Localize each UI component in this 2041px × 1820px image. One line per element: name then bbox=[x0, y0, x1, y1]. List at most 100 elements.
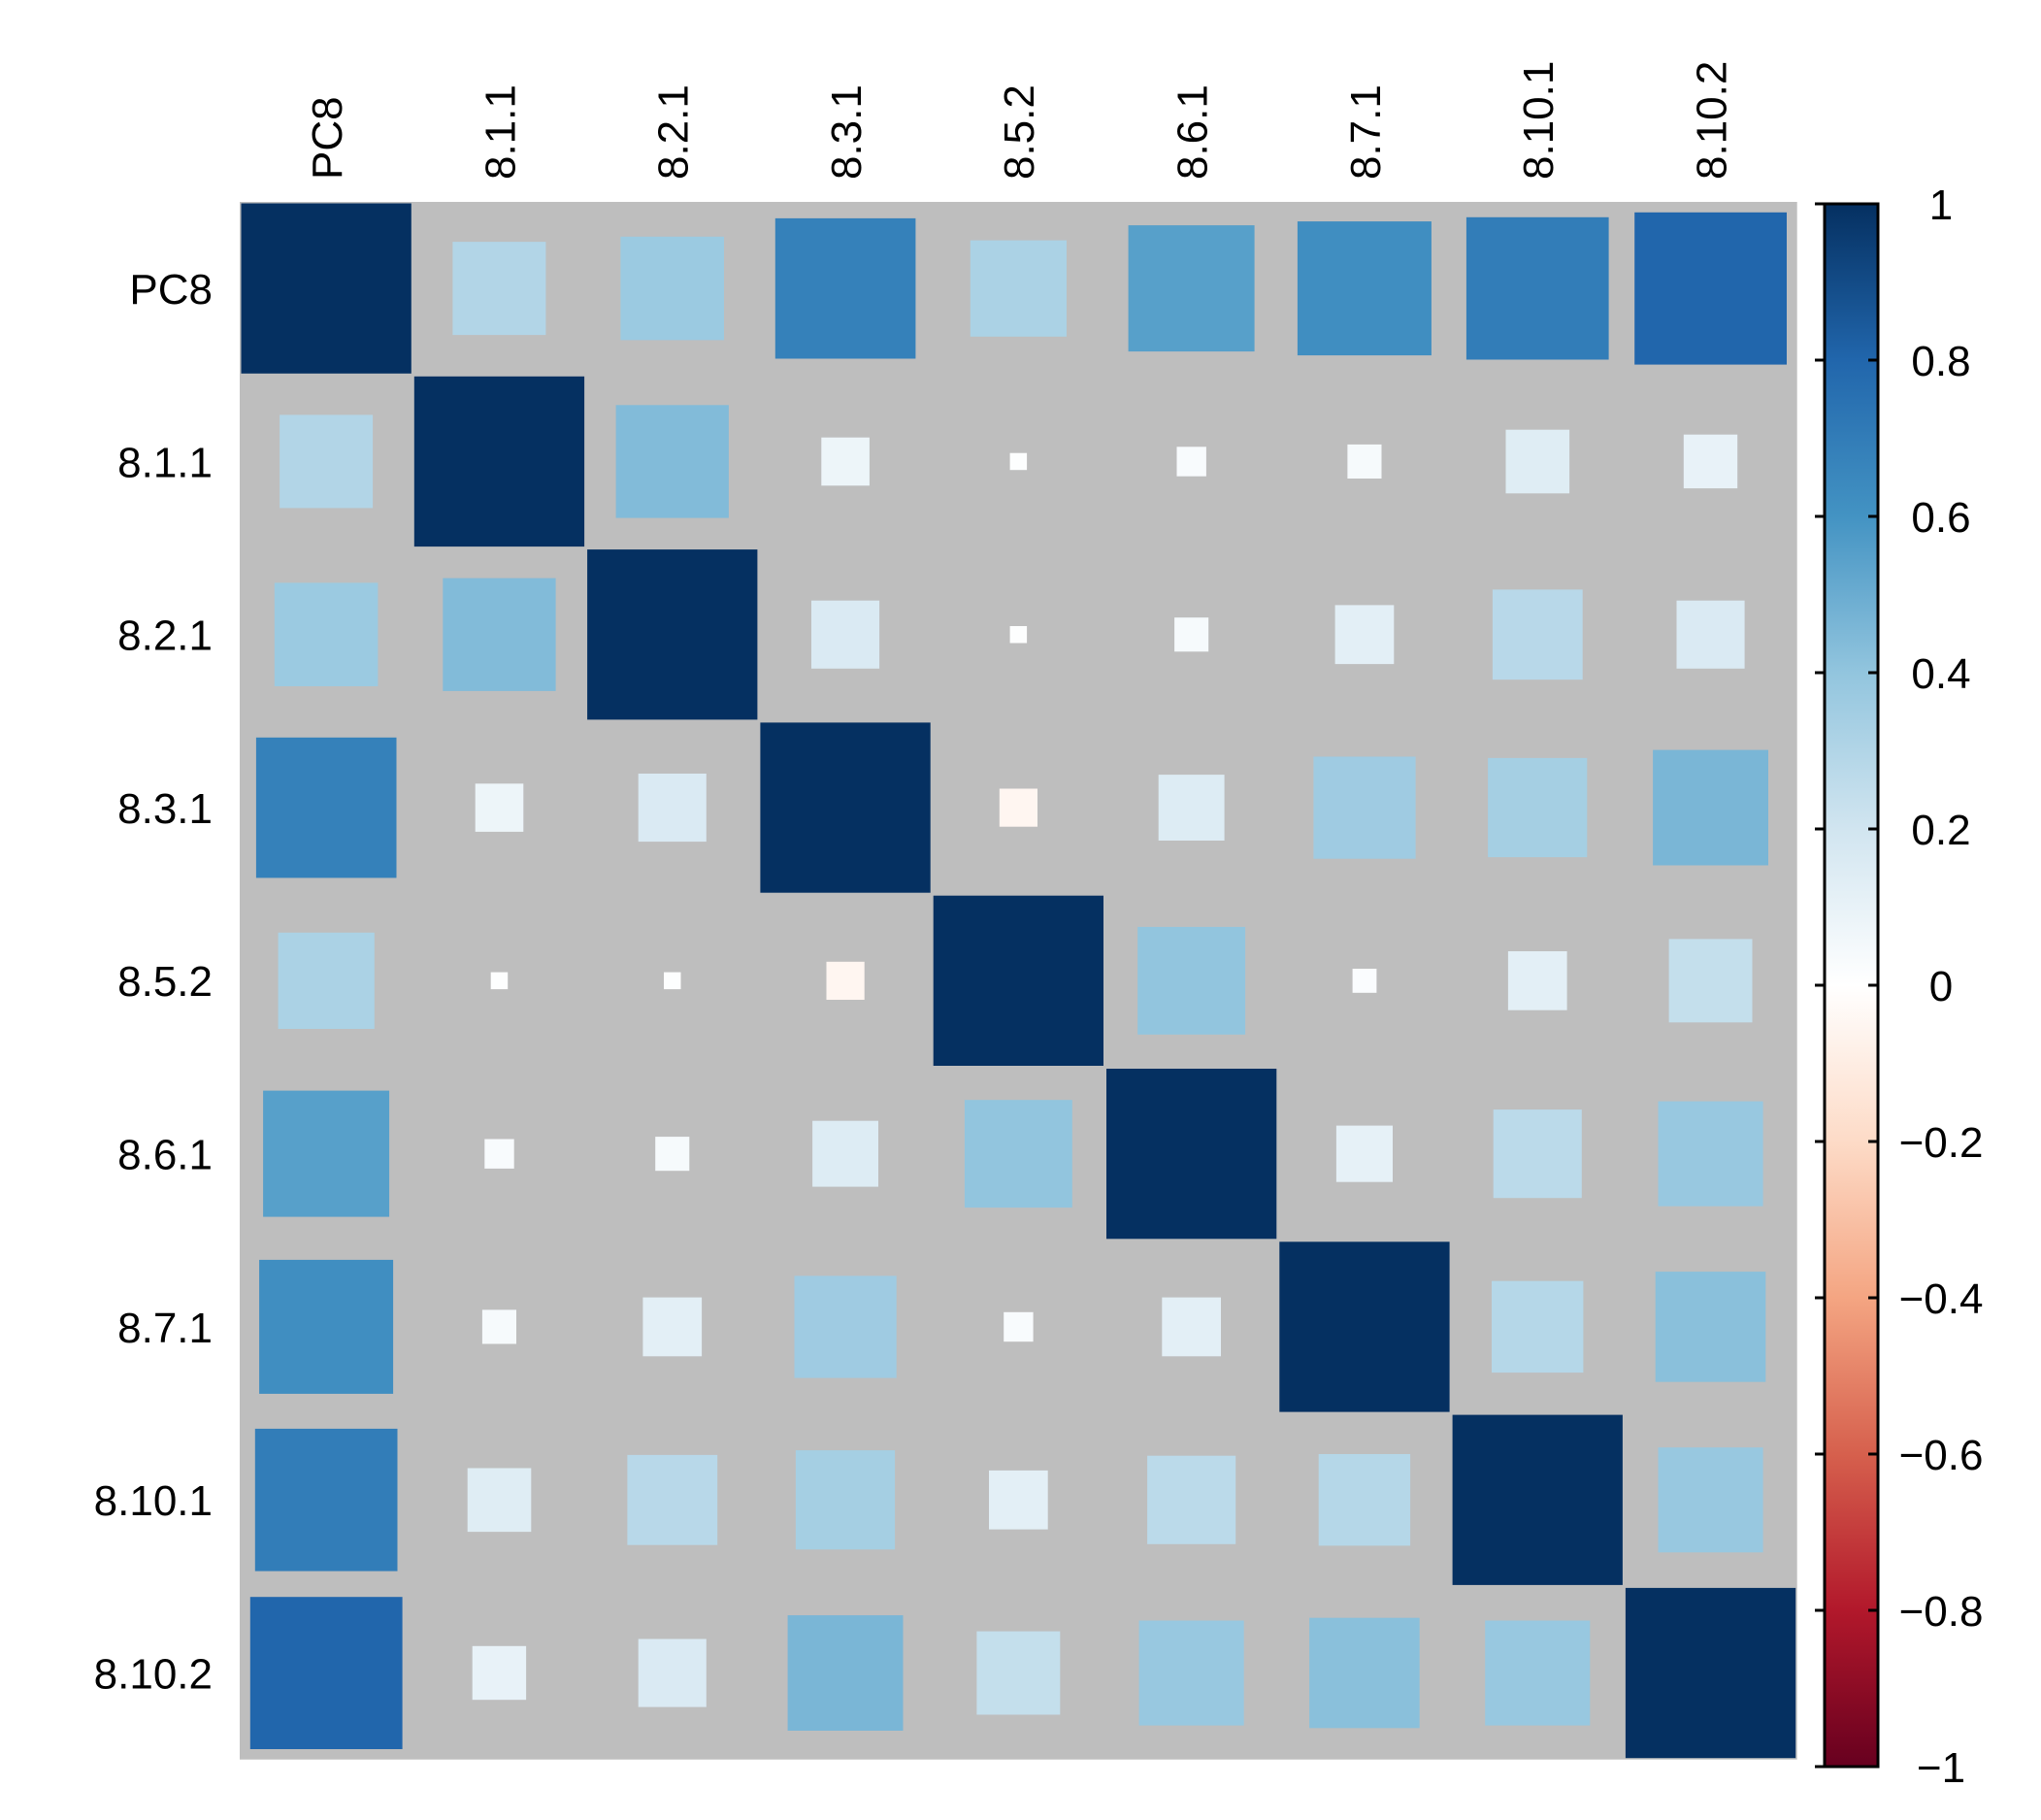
row-label: 8.6.1 bbox=[117, 1131, 213, 1178]
correlation-cell-8.5.2-PC8 bbox=[278, 932, 375, 1029]
correlation-cell-PC8-8.2.1 bbox=[620, 236, 724, 341]
correlation-cell-8.7.1-8.1.1 bbox=[481, 1309, 516, 1344]
correlation-cell-8.6.1-8.6.1 bbox=[1106, 1069, 1277, 1240]
colorbar-tick-label: −1 bbox=[1917, 1744, 1965, 1792]
correlation-cell-8.1.1-8.10.1 bbox=[1505, 429, 1570, 494]
correlation-cell-8.1.1-8.7.1 bbox=[1347, 444, 1382, 479]
correlation-cell-8.10.2-8.2.1 bbox=[638, 1638, 707, 1707]
correlation-cell-8.6.1-8.10.1 bbox=[1493, 1109, 1582, 1199]
correlation-cell-8.1.1-8.3.1 bbox=[821, 437, 870, 486]
correlation-cell-8.10.1-8.10.1 bbox=[1452, 1414, 1623, 1585]
colorbar-tick-label: 0.4 bbox=[1911, 650, 1970, 698]
colorbar-tick-label: 1 bbox=[1929, 182, 1953, 229]
correlation-cell-8.7.1-8.7.1 bbox=[1279, 1241, 1450, 1412]
colorbar: 1 0.8 0.6 0.4 0.2 0 −0.2 −0.4 −0.6 −0.8 −1 bbox=[1815, 182, 1983, 1792]
colorbar-tick-label: −0.4 bbox=[1899, 1275, 1984, 1323]
correlation-cell-8.10.1-8.5.2 bbox=[989, 1470, 1048, 1530]
correlation-cell-8.7.1-8.5.2 bbox=[1004, 1311, 1034, 1342]
correlation-cell-PC8-8.1.1 bbox=[452, 242, 546, 336]
correlation-cell-8.7.1-PC8 bbox=[259, 1259, 394, 1394]
correlation-cell-8.5.2-8.5.2 bbox=[933, 895, 1103, 1066]
correlation-cell-8.1.1-8.1.1 bbox=[413, 376, 585, 547]
correlation-cell-8.3.1-8.2.1 bbox=[638, 774, 707, 843]
row-label: 8.2.1 bbox=[117, 612, 213, 660]
correlation-cell-8.5.2-8.6.1 bbox=[1137, 926, 1246, 1035]
correlation-cell-8.1.1-8.10.2 bbox=[1683, 434, 1738, 489]
correlation-cell-8.10.2-8.6.1 bbox=[1138, 1620, 1244, 1726]
correlation-cell-8.3.1-8.7.1 bbox=[1313, 756, 1416, 859]
correlation-cell-8.7.1-8.3.1 bbox=[794, 1275, 897, 1378]
column-label: 8.7.1 bbox=[1342, 84, 1390, 180]
correlation-cell-8.6.1-8.1.1 bbox=[484, 1139, 514, 1169]
correlation-cell-8.6.1-8.7.1 bbox=[1335, 1125, 1393, 1182]
correlation-cell-8.1.1-8.6.1 bbox=[1176, 447, 1206, 477]
colorbar-tick-label: 0.8 bbox=[1911, 338, 1970, 385]
correlation-cell-8.2.1-8.7.1 bbox=[1334, 605, 1395, 665]
correlation-cell-8.2.1-8.6.1 bbox=[1174, 617, 1209, 652]
correlation-cell-8.10.1-8.6.1 bbox=[1147, 1455, 1236, 1544]
row-label: PC8 bbox=[129, 266, 213, 314]
correlation-cell-8.10.1-8.1.1 bbox=[467, 1468, 532, 1533]
correlation-cell-8.2.1-PC8 bbox=[274, 582, 379, 686]
correlation-cell-8.3.1-8.10.1 bbox=[1488, 757, 1588, 858]
row-labels: PC8 8.1.1 8.2.1 8.3.1 8.5.2 8.6.1 8.7.1 8.10.1 8… bbox=[94, 266, 213, 1698]
correlation-cell-8.3.1-PC8 bbox=[255, 737, 397, 878]
correlation-cell-8.6.1-8.3.1 bbox=[812, 1120, 878, 1187]
correlation-cell-PC8-8.6.1 bbox=[1128, 225, 1255, 352]
correlation-cell-8.10.2-PC8 bbox=[249, 1597, 403, 1749]
colorbar-tick-label: 0 bbox=[1929, 963, 1953, 1010]
row-label: 8.3.1 bbox=[117, 785, 213, 833]
correlation-cell-8.7.1-8.6.1 bbox=[1162, 1297, 1221, 1357]
colorbar-tick-label: 0.6 bbox=[1911, 494, 1970, 542]
row-label: 8.1.1 bbox=[117, 439, 213, 486]
correlation-cell-8.6.1-8.2.1 bbox=[655, 1137, 690, 1172]
colorbar-tick-label: −0.2 bbox=[1899, 1119, 1984, 1167]
correlation-cell-8.10.1-8.2.1 bbox=[627, 1454, 718, 1545]
row-label: 8.10.2 bbox=[94, 1650, 213, 1698]
correlation-cell-8.1.1-8.2.1 bbox=[615, 405, 729, 518]
correlation-cell-8.7.1-8.2.1 bbox=[642, 1297, 703, 1357]
correlation-cell-PC8-8.5.2 bbox=[970, 240, 1067, 337]
correlation-cell-8.2.1-8.3.1 bbox=[811, 600, 880, 669]
correlation-cell-8.1.1-PC8 bbox=[280, 414, 374, 509]
correlation-cell-8.2.1-8.5.2 bbox=[1009, 626, 1028, 644]
correlation-cell-8.3.1-8.3.1 bbox=[760, 722, 931, 893]
correlation-grid bbox=[240, 202, 1797, 1760]
colorbar-tick-label: −0.6 bbox=[1899, 1432, 1984, 1479]
correlation-cell-8.3.1-8.10.2 bbox=[1653, 749, 1768, 866]
row-label: 8.10.1 bbox=[94, 1477, 213, 1525]
correlation-cell-8.3.1-8.1.1 bbox=[475, 783, 524, 832]
column-label: 8.1.1 bbox=[477, 84, 524, 180]
correlation-cell-8.10.2-8.3.1 bbox=[787, 1615, 904, 1731]
correlation-cell-8.5.2-8.3.1 bbox=[826, 961, 865, 1000]
correlation-cell-8.10.1-8.10.2 bbox=[1658, 1447, 1763, 1553]
correlation-cell-8.7.1-8.10.2 bbox=[1655, 1272, 1766, 1382]
column-labels: PC8 8.1.1 8.2.1 8.3.1 8.5.2 8.6.1 8.7.1 8.10.1 8… bbox=[304, 61, 1735, 180]
correlation-cell-8.6.1-PC8 bbox=[263, 1090, 390, 1217]
correlation-cell-8.6.1-8.10.2 bbox=[1658, 1101, 1763, 1207]
correlation-cell-8.10.2-8.7.1 bbox=[1309, 1617, 1420, 1729]
correlation-cell-8.6.1-8.5.2 bbox=[964, 1100, 1072, 1208]
column-label: 8.10.2 bbox=[1688, 61, 1735, 180]
correlation-cell-8.5.2-8.10.2 bbox=[1668, 939, 1753, 1023]
colorbar-tick-label: −0.8 bbox=[1899, 1588, 1984, 1636]
correlation-cell-8.10.2-8.1.1 bbox=[472, 1645, 527, 1701]
correlation-cell-8.5.2-8.10.1 bbox=[1507, 951, 1567, 1010]
correlation-cell-8.3.1-8.6.1 bbox=[1158, 775, 1225, 841]
correlation-cell-8.10.1-PC8 bbox=[254, 1428, 398, 1572]
colorbar-tick-label: 0.2 bbox=[1911, 807, 1970, 854]
row-label: 8.5.2 bbox=[117, 958, 213, 1006]
correlation-cell-8.10.2-8.10.1 bbox=[1485, 1620, 1591, 1726]
correlation-cell-8.1.1-8.5.2 bbox=[1009, 452, 1028, 471]
correlation-cell-PC8-8.10.2 bbox=[1634, 212, 1787, 365]
correlation-cell-PC8-PC8 bbox=[241, 203, 411, 374]
correlation-cell-8.7.1-8.10.1 bbox=[1492, 1280, 1584, 1373]
correlation-cell-8.10.2-8.10.2 bbox=[1625, 1587, 1796, 1759]
correlation-cell-8.10.1-8.7.1 bbox=[1318, 1454, 1411, 1546]
correlation-cell-8.3.1-8.5.2 bbox=[999, 788, 1037, 827]
correlation-cell-8.2.1-8.2.1 bbox=[587, 549, 758, 720]
correlation-cell-8.5.2-8.2.1 bbox=[664, 972, 681, 990]
column-label: 8.5.2 bbox=[996, 84, 1043, 180]
correlation-cell-8.10.2-8.5.2 bbox=[976, 1631, 1061, 1715]
